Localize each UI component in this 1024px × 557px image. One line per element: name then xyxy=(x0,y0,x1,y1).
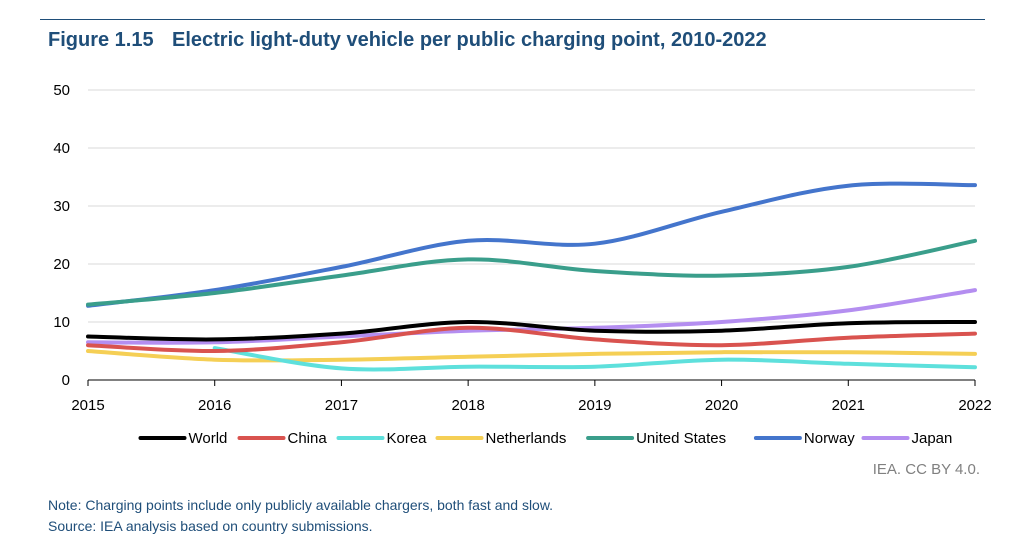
series-lines xyxy=(86,181,977,372)
legend-label-norway: Norway xyxy=(804,430,855,447)
y-tick-label: 0 xyxy=(62,372,70,389)
x-tick-label: 2016 xyxy=(198,397,231,414)
figure-title-text: Electric light-duty vehicle per public c… xyxy=(172,29,767,51)
y-tick-label: 40 xyxy=(53,140,70,157)
axes: 0 10 20 30 40 50 2015 2016 2017 2018 2019 2020 2021 2… xyxy=(53,82,991,414)
series-line-japan xyxy=(86,288,977,345)
series-line-korea xyxy=(212,346,977,372)
legend-label-china: China xyxy=(288,430,328,447)
series-line-world xyxy=(86,319,977,342)
legend-label-japan: Japan xyxy=(912,430,953,447)
legend-label-world: World xyxy=(189,430,228,447)
series-line-united-states xyxy=(86,238,977,307)
x-tick-label: 2015 xyxy=(71,397,104,414)
credit-label: IEA. CC BY 4.0. xyxy=(872,461,980,478)
x-tick-label: 2021 xyxy=(832,397,865,414)
top-rule xyxy=(40,19,985,20)
x-tick-label: 2019 xyxy=(578,397,611,414)
figure-number: Figure 1.15 xyxy=(48,29,154,51)
y-tick-label: 50 xyxy=(53,82,70,99)
x-tick-label: 2018 xyxy=(451,397,484,414)
legend: World China Korea Netherlands United States N… xyxy=(138,430,953,447)
series-line-netherlands xyxy=(86,349,977,363)
y-tick-label: 30 xyxy=(53,198,70,215)
x-tick-label: 2022 xyxy=(958,397,991,414)
x-tick-label: 2017 xyxy=(325,397,358,414)
legend-label-united-states: United States xyxy=(636,430,726,447)
chart-note: Note: Charging points include only publi… xyxy=(48,497,554,513)
legend-label-netherlands: Netherlands xyxy=(486,430,567,447)
y-tick-label: 10 xyxy=(53,314,70,331)
legend-label-korea: Korea xyxy=(387,430,428,447)
series-line-norway xyxy=(86,181,977,308)
y-tick-label: 20 xyxy=(53,256,70,273)
chart-source: Source: IEA analysis based on country su… xyxy=(48,518,373,534)
series-line-china xyxy=(86,325,977,354)
figure-title: Figure 1.15 Electric light-duty vehicle p… xyxy=(48,29,767,52)
x-tick-label: 2020 xyxy=(705,397,738,414)
